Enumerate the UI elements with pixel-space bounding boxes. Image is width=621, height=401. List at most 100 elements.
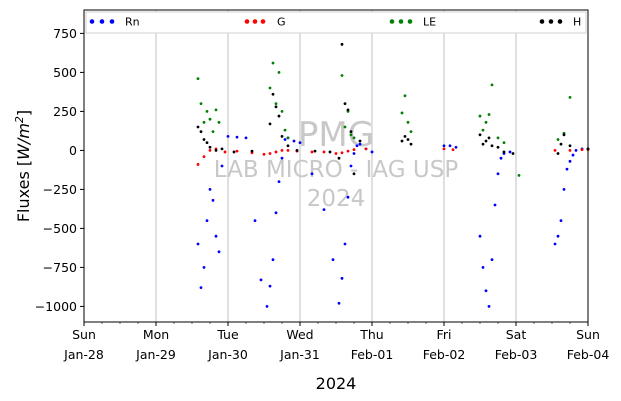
data-point-rn xyxy=(269,285,272,288)
data-point-h xyxy=(401,140,404,143)
data-point-h xyxy=(203,138,206,141)
y-axis-title-unit: W/m xyxy=(14,123,33,160)
data-point-le xyxy=(410,130,413,133)
data-point-g xyxy=(452,148,455,151)
y-axis: 750 500 250 0 −250 −500 −750 −1000 xyxy=(35,26,84,314)
data-point-rn xyxy=(284,138,287,141)
legend-marker-rn xyxy=(110,19,115,24)
data-point-rn xyxy=(209,188,212,191)
data-point-rn xyxy=(500,157,503,160)
series-h xyxy=(197,43,590,175)
data-point-rn xyxy=(575,149,578,152)
data-point-rn xyxy=(557,235,560,238)
data-point-le xyxy=(479,115,482,118)
data-point-rn xyxy=(569,160,572,163)
data-point-g xyxy=(263,153,266,156)
data-point-rn xyxy=(572,154,575,157)
data-point-rn xyxy=(203,266,206,269)
data-point-rn xyxy=(236,136,239,139)
data-point-h xyxy=(200,130,203,133)
data-point-h xyxy=(563,133,566,136)
data-point-rn xyxy=(338,302,341,305)
data-point-rn xyxy=(455,146,458,149)
data-point-le xyxy=(197,77,200,80)
data-point-g xyxy=(323,151,326,154)
legend: Rn G LE H xyxy=(86,12,586,33)
legend-box xyxy=(86,12,586,33)
data-point-g xyxy=(569,149,572,152)
legend-marker-le xyxy=(390,19,395,24)
data-point-g xyxy=(581,148,584,151)
data-point-h xyxy=(410,143,413,146)
data-point-le xyxy=(206,110,209,113)
data-point-g xyxy=(287,149,290,152)
data-point-h xyxy=(296,149,299,152)
data-point-h xyxy=(215,149,218,152)
x-tick-day-label: Tue xyxy=(216,327,239,342)
data-point-rn xyxy=(221,165,224,168)
legend-marker-g xyxy=(245,19,250,24)
data-point-g xyxy=(203,155,206,158)
data-point-rn xyxy=(197,243,200,246)
data-point-rn xyxy=(332,258,335,261)
y-axis-title-suffix: ] xyxy=(14,110,33,116)
data-point-rn xyxy=(482,266,485,269)
legend-label-rn: Rn xyxy=(125,16,140,29)
data-point-le xyxy=(341,74,344,77)
data-point-h xyxy=(338,157,341,160)
legend-label-le: LE xyxy=(423,16,436,29)
x-tick-date-label: Feb-02 xyxy=(423,347,466,362)
data-point-h xyxy=(278,115,281,118)
data-point-le xyxy=(491,83,494,86)
data-point-rn xyxy=(554,243,557,246)
data-point-le xyxy=(407,121,410,124)
y-tick-label: −500 xyxy=(43,221,77,236)
y-tick-label: −250 xyxy=(43,182,77,197)
data-point-h xyxy=(344,102,347,105)
x-tick-day-label: Fri xyxy=(437,327,452,342)
data-point-h xyxy=(275,105,278,108)
x-tick-date-label: Feb-01 xyxy=(351,347,394,362)
y-axis-title-exponent: 2 xyxy=(13,116,26,123)
data-point-h xyxy=(569,144,572,147)
data-point-h xyxy=(347,108,350,111)
data-point-rn xyxy=(254,219,257,222)
data-point-g xyxy=(353,148,356,151)
data-point-le xyxy=(215,108,218,111)
data-point-le xyxy=(518,174,521,177)
watermark-line-1: PMG xyxy=(298,115,374,155)
legend-marker-h xyxy=(549,19,554,24)
x-tick-date-label: Jan-31 xyxy=(279,347,320,362)
data-point-g xyxy=(209,149,212,152)
data-point-h xyxy=(329,151,332,154)
data-point-rn xyxy=(347,196,350,199)
data-point-h xyxy=(251,150,254,153)
legend-label-h: H xyxy=(573,16,581,29)
data-point-rn xyxy=(371,151,374,154)
data-point-rn xyxy=(311,172,314,175)
x-tick-date-label: Jan-29 xyxy=(135,347,176,362)
data-point-le xyxy=(218,121,221,124)
data-point-le xyxy=(209,118,212,121)
x-tick-day-label: Mon xyxy=(143,327,169,342)
data-point-h xyxy=(560,143,563,146)
data-point-g xyxy=(335,152,338,155)
data-point-rn xyxy=(497,172,500,175)
data-point-g xyxy=(275,151,278,154)
data-point-rn xyxy=(359,143,362,146)
data-point-rn xyxy=(215,235,218,238)
data-point-h xyxy=(206,141,209,144)
data-point-h xyxy=(233,151,236,154)
data-point-h xyxy=(512,152,515,155)
legend-marker-le xyxy=(399,19,404,24)
data-point-h xyxy=(485,140,488,143)
data-point-le xyxy=(284,129,287,132)
data-point-g xyxy=(224,151,227,154)
data-point-rn xyxy=(443,144,446,147)
data-point-h xyxy=(479,133,482,136)
data-point-rn xyxy=(293,140,296,143)
data-point-h xyxy=(281,135,284,138)
legend-marker-h xyxy=(558,19,563,24)
data-point-le xyxy=(497,137,500,140)
data-point-le xyxy=(278,71,281,74)
